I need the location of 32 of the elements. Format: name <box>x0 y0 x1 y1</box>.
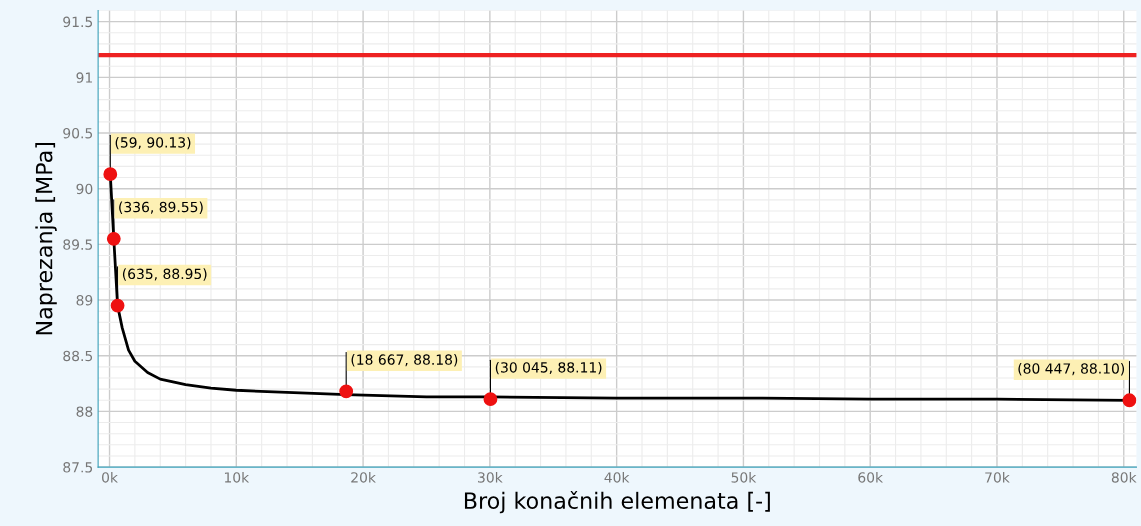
x-tick-label: 40k <box>604 471 630 483</box>
x-tick-label: 30k <box>478 471 503 483</box>
y-tick-label: 87.5 <box>63 462 93 473</box>
x-tick-label: 50k <box>731 471 757 483</box>
x-tick-label: 20k <box>351 471 376 483</box>
y-tick-label: 90.5 <box>63 127 93 139</box>
y-tick-label: 91.5 <box>63 16 93 28</box>
x-axis-title: Broj konačnih elemenata [-] <box>464 490 770 514</box>
x-tick-label: 10k <box>224 471 250 483</box>
data-label: (18 667, 88.18) <box>351 354 458 367</box>
data-label: (59, 90.13) <box>115 136 191 150</box>
y-axis-title: Naprezanja [MPa] <box>35 143 57 335</box>
point <box>1122 393 1137 408</box>
x-tick-label: 70k <box>985 471 1010 483</box>
point <box>110 298 125 313</box>
point <box>339 384 354 399</box>
data-label: (80 447, 88.10) <box>1018 363 1125 376</box>
point <box>103 167 118 182</box>
data-label: (30 045, 88.11) <box>495 361 602 375</box>
x-tick-label: 80k <box>1111 471 1137 483</box>
data-label: (336, 89.55) <box>119 201 203 214</box>
y-tick-label: 88.5 <box>63 350 93 362</box>
data-label: (635, 88.95) <box>122 268 207 281</box>
y-tick-label: 89 <box>76 295 93 306</box>
point <box>483 392 498 407</box>
y-tick-label: 91 <box>76 72 92 83</box>
x-tick-label: 60k <box>858 471 884 483</box>
y-tick-label: 89.5 <box>63 239 93 250</box>
y-tick-label: 90 <box>76 183 93 195</box>
y-tick-label: 88 <box>76 406 93 417</box>
x-tick-label: 0k <box>102 471 118 483</box>
point <box>106 231 121 246</box>
